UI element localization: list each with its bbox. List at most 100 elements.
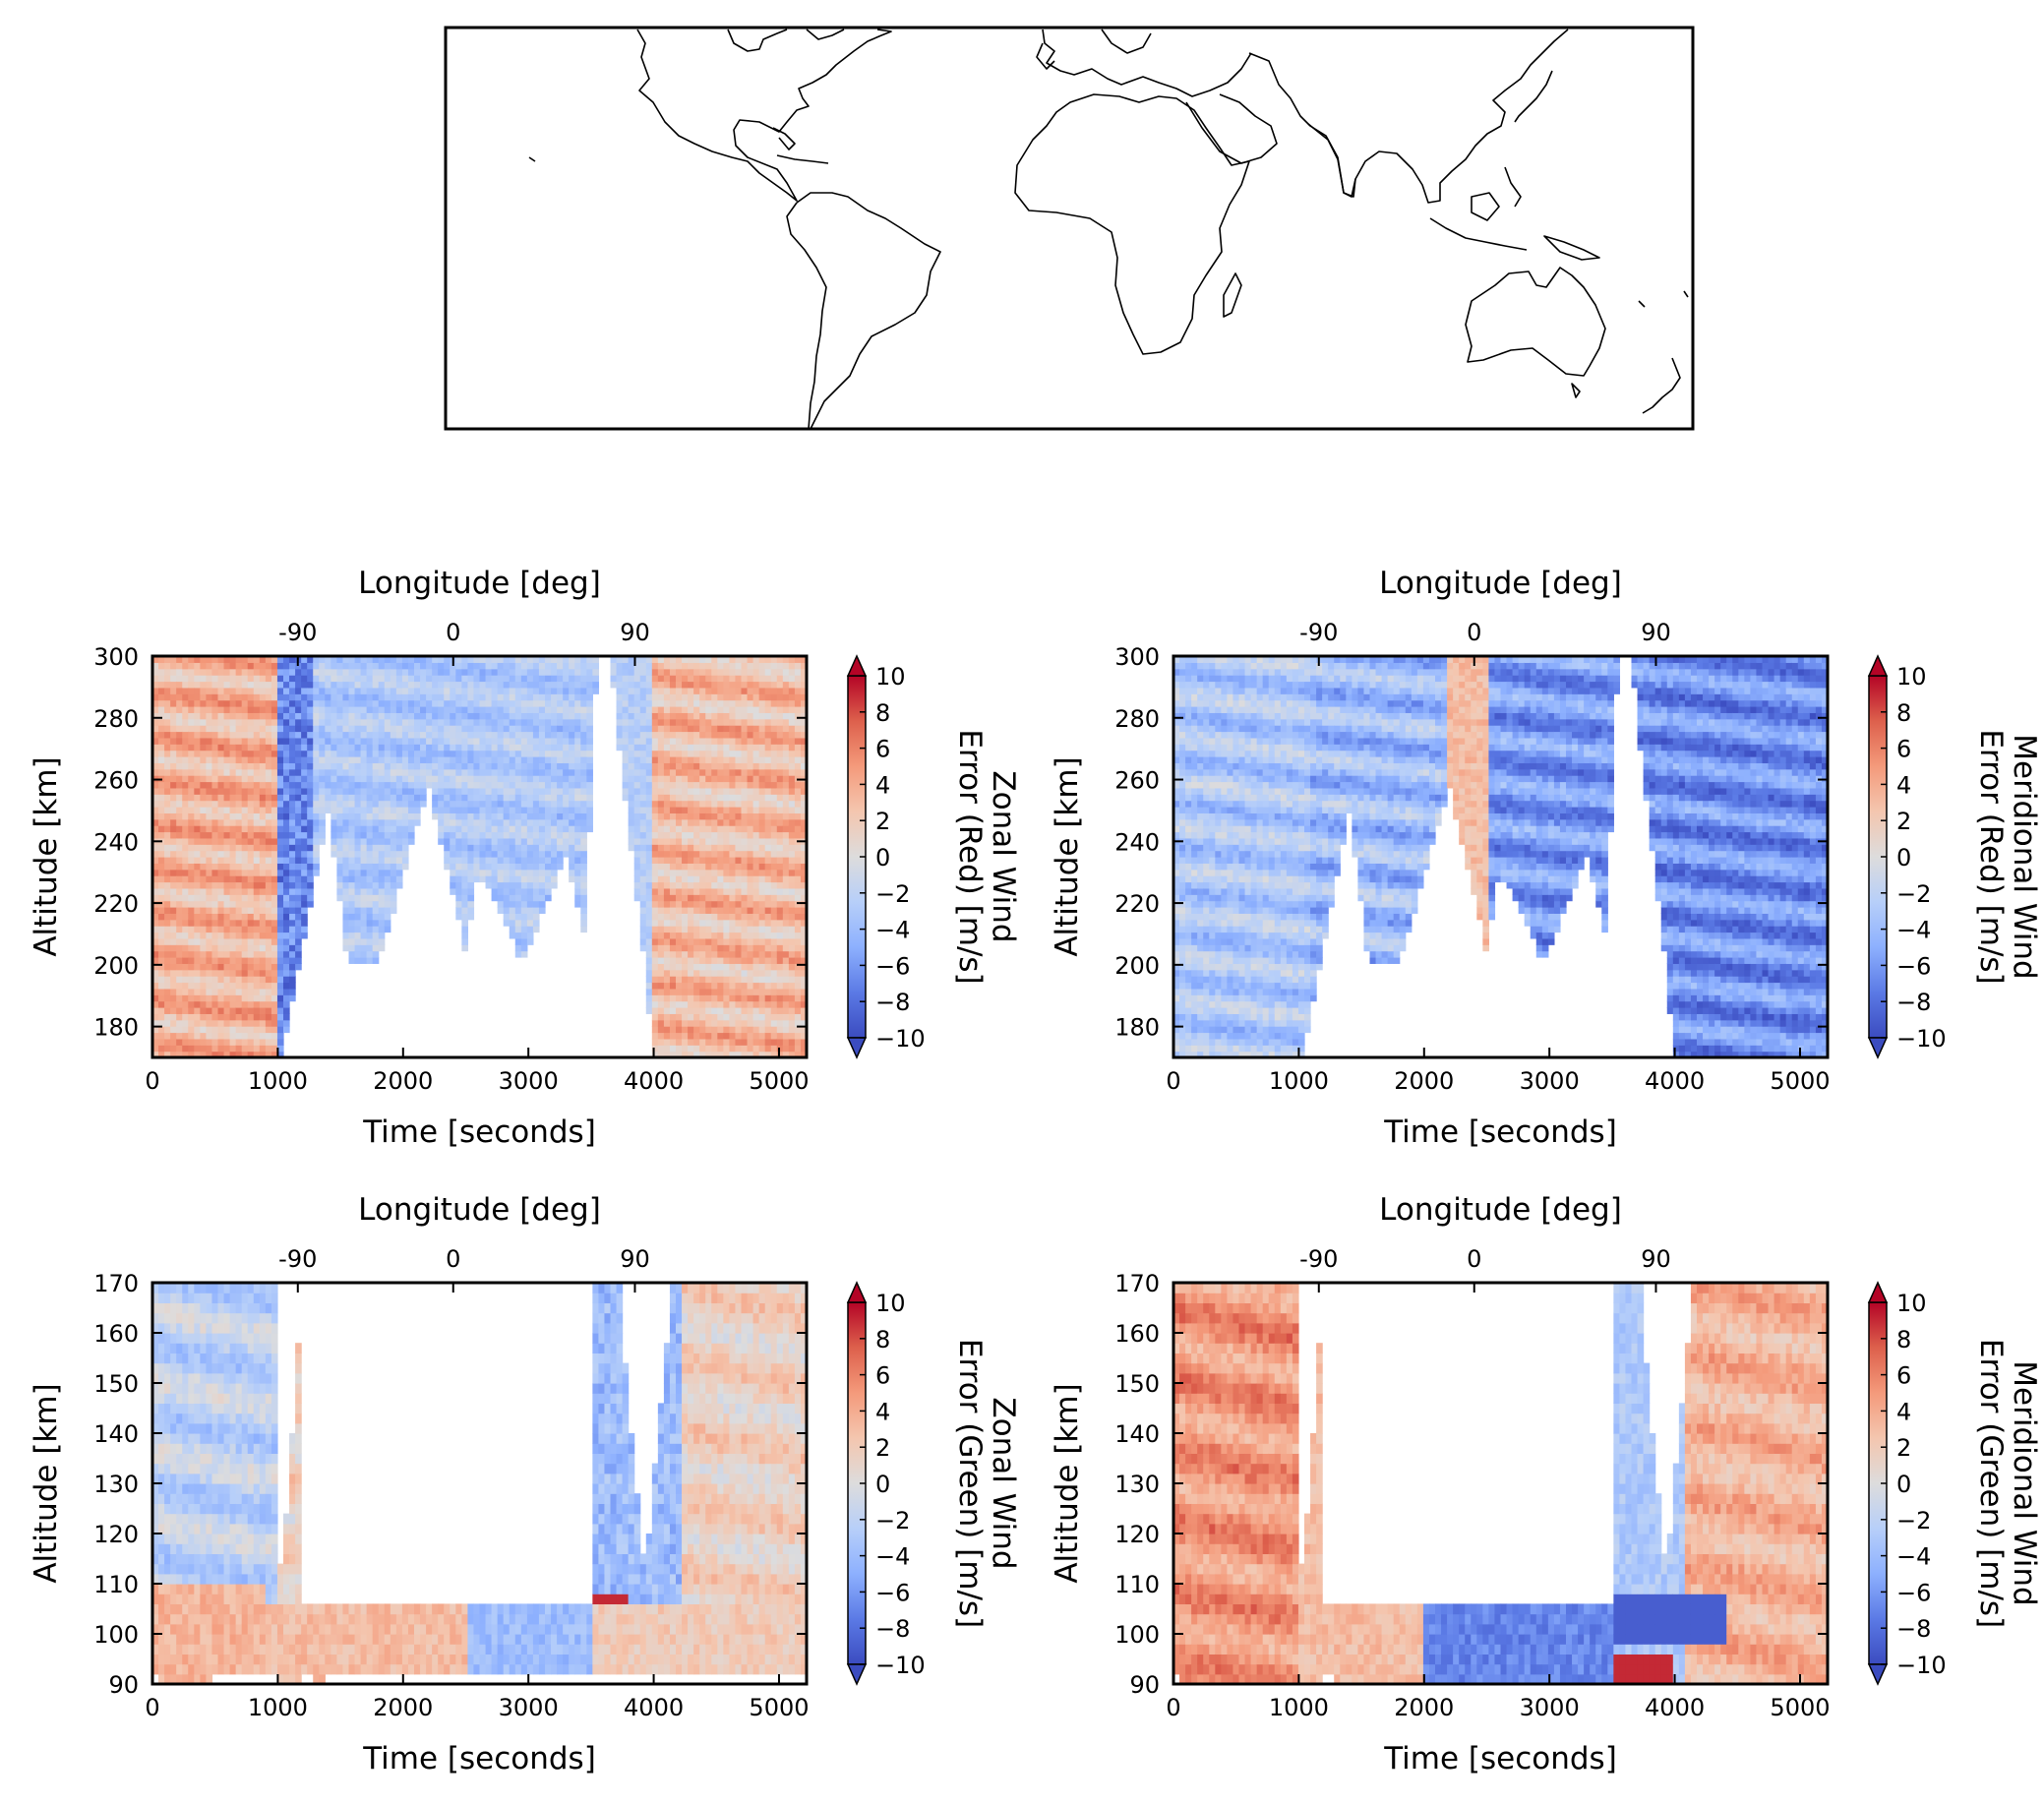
heatmap-cell — [444, 668, 451, 676]
heatmap-cell — [217, 731, 225, 739]
heatmap-cell — [176, 1000, 183, 1008]
heatmap-cell — [628, 818, 635, 826]
heatmap-cell — [747, 768, 754, 776]
heatmap-cell — [717, 687, 724, 694]
heatmap-cell — [682, 1013, 689, 1021]
heatmap-cell — [663, 693, 671, 701]
heatmap-cell — [384, 706, 391, 713]
heatmap-cell — [711, 693, 718, 701]
heatmap-cell — [741, 969, 749, 977]
heatmap-cell — [241, 963, 249, 971]
heatmap-cell — [699, 875, 706, 883]
heatmap-cell — [211, 1026, 219, 1034]
heatmap-cell — [747, 850, 754, 858]
heatmap-cell — [699, 775, 706, 783]
heatmap-cell — [705, 907, 712, 914]
heatmap-cell — [693, 1038, 700, 1046]
heatmap-cell — [176, 1051, 183, 1058]
heatmap-cell — [563, 825, 570, 833]
heatmap-cell — [758, 900, 766, 908]
heatmap-cell — [265, 675, 272, 683]
heatmap-cell — [485, 662, 493, 670]
heatmap-cell — [247, 1038, 255, 1046]
heatmap-cell — [295, 787, 302, 795]
heatmap-cell — [491, 756, 499, 763]
heatmap-cell — [432, 787, 439, 795]
heatmap-cell — [693, 957, 700, 964]
heatmap-cell — [705, 937, 712, 945]
heatmap-cell — [235, 687, 243, 694]
heatmap-cell — [717, 818, 724, 826]
heatmap-cells — [152, 656, 808, 1058]
heatmap-cell — [729, 807, 737, 813]
heatmap-cell — [729, 712, 737, 720]
heatmap-cell — [752, 950, 760, 958]
heatmap-cell — [360, 725, 368, 733]
heatmap-cell — [206, 875, 213, 883]
heatmap-cell — [152, 976, 159, 984]
heatmap-cell — [509, 681, 516, 689]
heatmap-cell — [682, 687, 689, 694]
heatmap-cell — [313, 794, 320, 802]
heatmap-cell — [467, 768, 475, 776]
heatmap-cell — [639, 762, 647, 770]
heatmap-cell — [348, 668, 356, 676]
heatmap-cell — [390, 718, 397, 726]
heatmap-cell — [639, 744, 647, 752]
heatmap-cell — [206, 693, 213, 701]
heatmap-cell — [206, 781, 213, 789]
heatmap-cell — [758, 976, 766, 984]
heatmap-cell — [188, 907, 195, 914]
heatmap-cell — [289, 768, 296, 776]
heatmap-cell — [407, 687, 415, 694]
heatmap-cell — [764, 1032, 772, 1040]
heatmap-cell — [259, 919, 267, 927]
heatmap-cell — [747, 718, 754, 726]
heatmap-cell — [747, 881, 754, 889]
heatmap-cell — [390, 662, 397, 670]
heatmap-cell — [693, 675, 700, 683]
heatmap-cell — [764, 944, 772, 952]
heatmap-cell — [158, 725, 165, 733]
heatmap-cell — [693, 976, 700, 984]
heatmap-cell — [758, 1032, 766, 1040]
heatmap-cell — [610, 662, 618, 670]
heatmap-cell — [461, 926, 469, 933]
heatmap-cell — [514, 837, 522, 845]
heatmap-cell — [723, 1019, 731, 1027]
heatmap-cell — [711, 1000, 718, 1008]
heatmap-cell — [206, 762, 213, 770]
heatmap-cell — [223, 699, 231, 707]
heatmap-cell — [633, 850, 641, 858]
heatmap-cell — [461, 737, 469, 745]
heatmap-cell — [688, 781, 694, 789]
heatmap-cell — [342, 944, 350, 952]
heatmap-cell — [235, 850, 243, 858]
heatmap-cell — [705, 1007, 712, 1014]
heatmap-cell — [414, 662, 421, 670]
heatmap-cell — [764, 825, 772, 833]
heatmap-cell — [669, 668, 677, 676]
heatmap-cell — [676, 1007, 683, 1014]
heatmap-cell — [390, 737, 397, 745]
heatmap-cell — [693, 969, 700, 977]
heatmap-cell — [699, 831, 706, 839]
heatmap-cell — [229, 850, 237, 858]
heatmap-cell — [688, 807, 694, 813]
heatmap-cell — [211, 944, 219, 952]
heatmap-cell — [276, 807, 284, 813]
heatmap-cell — [509, 850, 516, 858]
heatmap-cell — [735, 994, 743, 1002]
heatmap-cell — [693, 913, 700, 921]
heatmap-cell — [551, 807, 558, 813]
heatmap-cell — [253, 768, 261, 776]
heatmap-cell — [669, 875, 677, 883]
heatmap-cell — [723, 768, 731, 776]
heatmap-cell — [401, 718, 409, 726]
heatmap-cell — [693, 662, 700, 670]
heatmap-cell — [229, 887, 237, 895]
heatmap-cell — [514, 756, 522, 763]
heatmap-cell — [265, 825, 272, 833]
heatmap-cell — [688, 950, 694, 958]
heatmap-cell — [217, 869, 225, 876]
